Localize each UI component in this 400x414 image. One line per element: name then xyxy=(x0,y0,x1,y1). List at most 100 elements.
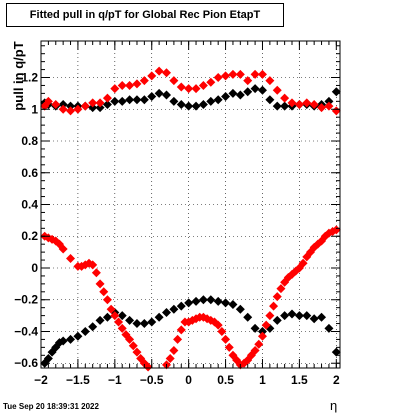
data-point-series-4 xyxy=(99,287,109,297)
data-point-series-1 xyxy=(95,103,105,113)
x-tick-label: −1 xyxy=(108,373,122,387)
data-point-series-3 xyxy=(43,96,53,106)
data-point-series-3 xyxy=(73,104,83,114)
data-point-series-2 xyxy=(95,315,105,325)
data-point-series-1 xyxy=(88,103,98,113)
data-point-series-3 xyxy=(198,80,208,90)
y-tick-label: 0.4 xyxy=(21,198,38,212)
data-point-series-4 xyxy=(269,301,279,311)
data-point-series-2 xyxy=(235,304,245,314)
data-point-series-2 xyxy=(257,326,267,336)
data-point-series-2 xyxy=(169,304,179,314)
data-point-series-4 xyxy=(143,362,153,372)
data-point-series-2 xyxy=(309,314,319,324)
data-point-series-2 xyxy=(198,295,208,305)
data-point-series-1 xyxy=(169,96,179,106)
data-point-series-1 xyxy=(125,95,135,105)
data-point-series-3 xyxy=(206,77,216,87)
data-point-series-4 xyxy=(58,244,68,254)
data-point-series-4 xyxy=(132,347,142,357)
data-point-series-1 xyxy=(191,101,201,111)
data-point-series-1 xyxy=(66,101,76,111)
data-point-series-3 xyxy=(265,76,275,86)
data-point-series-1 xyxy=(331,87,341,97)
data-point-series-2 xyxy=(66,334,76,344)
y-tick-label: 0.6 xyxy=(21,166,38,180)
data-point-series-3 xyxy=(302,98,312,108)
data-point-series-4 xyxy=(261,320,271,330)
data-point-series-3 xyxy=(147,71,157,81)
axis-ticks xyxy=(40,41,340,368)
data-point-series-2 xyxy=(294,311,304,321)
data-point-series-1 xyxy=(206,96,216,106)
data-point-series-4 xyxy=(173,334,183,344)
data-point-series-3 xyxy=(51,99,61,109)
data-point-series-3 xyxy=(280,93,290,103)
data-point-series-4 xyxy=(250,346,260,356)
data-point-series-2 xyxy=(213,296,223,306)
data-point-series-1 xyxy=(154,88,164,98)
data-point-series-1 xyxy=(58,99,68,109)
data-point-series-1 xyxy=(228,88,238,98)
data-point-series-3 xyxy=(154,66,164,76)
data-point-series-3 xyxy=(80,101,90,111)
data-point-series-4 xyxy=(128,341,138,351)
data-point-series-3 xyxy=(235,69,245,79)
data-point-series-1 xyxy=(110,96,120,106)
data-point-series-4 xyxy=(221,334,231,344)
data-point-series-1 xyxy=(243,87,253,97)
data-point-series-3 xyxy=(250,69,260,79)
data-point-series-3 xyxy=(102,93,112,103)
data-markers xyxy=(40,66,341,372)
data-point-series-2 xyxy=(139,319,149,329)
y-tick-label: 1 xyxy=(31,102,38,116)
data-point-series-3 xyxy=(324,101,334,111)
data-point-series-4 xyxy=(169,346,179,356)
data-point-series-2 xyxy=(243,312,253,322)
data-point-series-4 xyxy=(165,353,175,363)
x-axis-label: η xyxy=(330,398,338,413)
data-point-series-2 xyxy=(154,312,164,322)
data-point-series-2 xyxy=(324,323,334,333)
data-point-series-2 xyxy=(125,315,135,325)
data-point-series-3 xyxy=(228,69,238,79)
data-point-series-3 xyxy=(110,84,120,94)
data-point-series-1 xyxy=(139,95,149,105)
data-point-series-1 xyxy=(213,95,223,105)
data-point-series-2 xyxy=(43,353,53,363)
data-point-series-1 xyxy=(324,96,334,106)
data-point-series-4 xyxy=(66,253,76,263)
data-point-series-2 xyxy=(280,311,290,321)
data-point-series-2 xyxy=(206,295,216,305)
data-point-series-2 xyxy=(317,312,327,322)
data-point-series-3 xyxy=(139,76,149,86)
x-tick-label: 1 xyxy=(259,373,266,387)
data-point-series-3 xyxy=(88,98,98,108)
data-point-series-2 xyxy=(147,317,157,327)
data-point-series-1 xyxy=(184,101,194,111)
data-point-series-2 xyxy=(80,326,90,336)
data-point-series-4 xyxy=(254,339,264,349)
data-point-series-3 xyxy=(95,98,105,108)
data-point-series-3 xyxy=(287,98,297,108)
data-point-series-4 xyxy=(176,325,186,335)
data-point-series-2 xyxy=(176,301,186,311)
data-point-series-4 xyxy=(217,326,227,336)
data-point-series-3 xyxy=(125,80,135,90)
data-point-series-3 xyxy=(66,106,76,116)
data-point-series-4 xyxy=(125,334,135,344)
y-tick-label: 0.8 xyxy=(21,134,38,148)
data-point-series-1 xyxy=(250,84,260,94)
data-point-series-1 xyxy=(198,99,208,109)
data-point-series-2 xyxy=(184,298,194,308)
data-point-series-1 xyxy=(102,99,112,109)
data-point-series-2 xyxy=(272,315,282,325)
data-point-series-4 xyxy=(95,279,105,289)
y-tick-label: 0.2 xyxy=(21,229,38,243)
data-point-series-3 xyxy=(309,99,319,109)
data-point-series-2 xyxy=(287,309,297,319)
data-point-series-4 xyxy=(272,292,282,302)
x-tick-label: −0.5 xyxy=(140,373,164,387)
x-tick-label: −2 xyxy=(34,373,48,387)
